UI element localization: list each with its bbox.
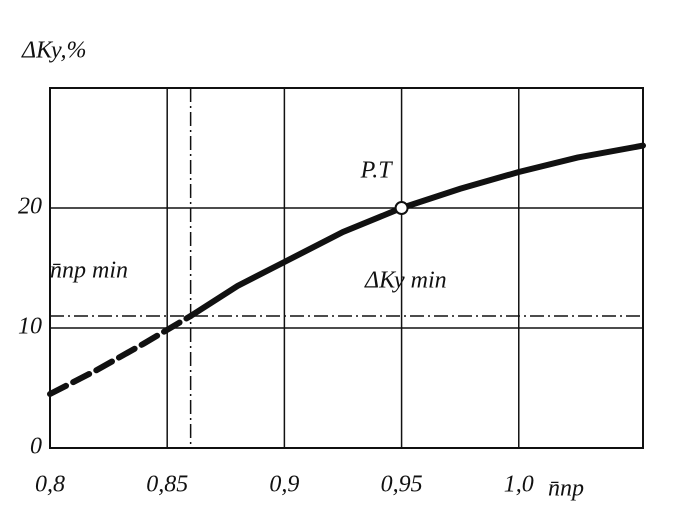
plot-frame — [49, 87, 644, 449]
x-tick-label: 0,95 — [381, 472, 423, 498]
y-tick-label: 20 — [18, 194, 42, 220]
y-tick-label: 10 — [18, 314, 42, 340]
x-axis-label: n̄пр — [548, 476, 584, 502]
x-tick-label: 0,85 — [146, 472, 188, 498]
y-axis-label: ΔКу,% — [21, 38, 86, 64]
operating-point — [394, 201, 409, 215]
annotation: n̄пр min — [50, 258, 128, 284]
x-tick-label: 0,8 — [35, 472, 65, 498]
x-tick-label: 0,9 — [269, 472, 299, 498]
data-line — [47, 313, 194, 397]
point-label: P.T — [360, 158, 394, 184]
x-tick-label: 1,0 — [504, 472, 534, 498]
annotation: ΔКу min — [364, 268, 447, 294]
y-tick-label: 0 — [30, 434, 42, 460]
